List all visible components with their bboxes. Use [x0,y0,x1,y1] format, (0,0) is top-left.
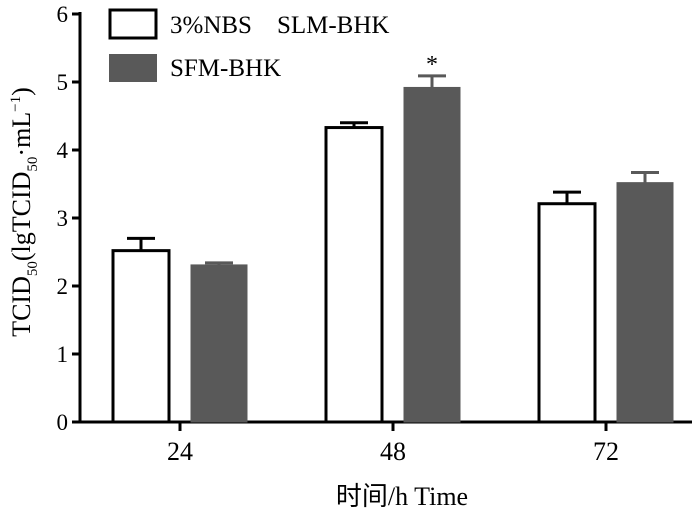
x-tick-label: 72 [593,437,619,466]
y-axis-title-sub1: 50 [25,261,41,276]
y-axis-title-sub2: 50 [25,157,41,172]
bar-series-1-48 [324,126,384,424]
bar-series-2-48 [403,86,461,423]
x-ticks: 24 48 72 [167,422,619,466]
y-tick-label: 1 [57,342,69,367]
y-axis-title-tail: ·mL [7,112,36,157]
y-tick-label: 2 [57,274,69,299]
y-axis-title-main: TCID [7,276,36,337]
legend-label-series-2: SFM-BHK [170,55,281,82]
bar-series-1-24 [111,249,171,424]
y-tick-label: 3 [57,206,69,231]
y-ticks: 0 1 2 3 4 5 6 [57,2,80,435]
x-tick-label: 24 [167,437,193,466]
bars: * [111,52,674,424]
x-tick-label: 48 [380,437,406,466]
bar-series-1-72 [537,202,597,424]
y-tick-label: 6 [57,2,69,27]
y-axis-title-sup: −1 [8,96,24,112]
x-axis-title: 时间/h Time [336,482,468,511]
bar-series-2-72 [616,182,674,423]
legend: 3%NBS SLM-BHK SFM-BHK [108,8,389,82]
y-tick-label: 4 [57,138,69,163]
y-axis-title-end: ) [7,87,36,96]
legend-swatch-series-1 [108,8,158,40]
y-tick-label: 0 [57,410,69,435]
y-axis-title-mid: (lgTCID [7,172,36,262]
bar-series-2-24 [190,264,248,423]
legend-label-series-1: 3%NBS SLM-BHK [170,12,389,39]
legend-swatch-series-2 [109,54,157,82]
significance-marker: * [426,52,438,78]
y-axis-title: TCID50(lgTCID50·mL−1) [7,87,41,337]
y-tick-label: 5 [57,70,69,95]
